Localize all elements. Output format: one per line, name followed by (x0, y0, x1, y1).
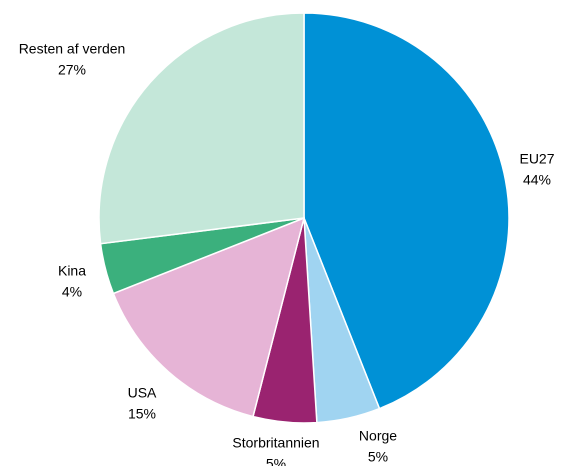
pie-slice (303, 12, 510, 410)
slice-value-label: 15% (128, 406, 156, 422)
slice-label: Norge (359, 428, 397, 444)
slice-value-label: 5% (266, 456, 286, 466)
pie-slice (112, 216, 306, 418)
slice-value-label: 5% (368, 449, 388, 465)
slice-label: USA (128, 385, 157, 401)
slice-label: Storbritannien (232, 435, 319, 451)
slice-label: Kina (58, 263, 86, 279)
pie-slice (98, 12, 305, 245)
slice-value-label: 44% (523, 172, 551, 188)
slice-label: Resten af verden (19, 41, 126, 57)
slice-value-label: 4% (62, 284, 82, 300)
slice-value-label: 27% (58, 62, 86, 78)
slice-label: EU27 (519, 151, 554, 167)
